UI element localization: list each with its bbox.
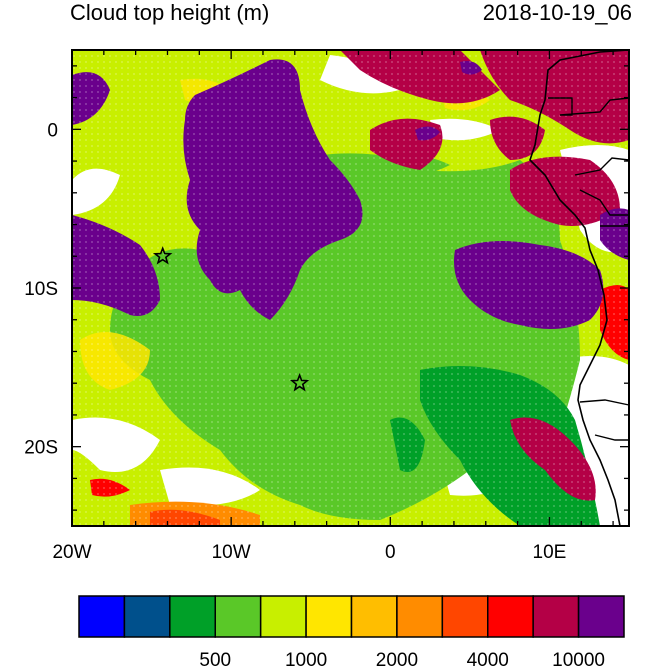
lon-tick-label: 10W	[212, 542, 251, 563]
colorbar-swatch	[305, 595, 353, 638]
coastline	[529, 49, 630, 527]
colorbar-label: 4000	[467, 650, 509, 667]
lon-tick-label: 20W	[52, 542, 91, 563]
colorbar-swatch	[169, 595, 216, 638]
colorbar-swatch	[396, 595, 444, 638]
plot-title: Cloud top height (m)	[70, 0, 270, 25]
lat-tick-label: 0	[47, 120, 58, 141]
colorbar-swatch	[123, 595, 171, 638]
colorbar: 500 1000 2000 4000 10000	[78, 595, 625, 667]
colorbar-label: 500	[199, 650, 231, 667]
cloud-field	[72, 50, 629, 526]
colorbar-swatch	[214, 595, 262, 638]
axis-ticks: 20W 10W 0 10E 0 10S 20S	[24, 50, 629, 563]
lon-tick-label: 0	[385, 542, 396, 563]
lat-tick-label: 10S	[24, 279, 58, 300]
colorbar-swatch	[577, 595, 625, 638]
star-marker	[152, 246, 173, 265]
colorbar-swatch	[259, 595, 307, 638]
national-borders	[548, 97, 630, 441]
colorbar-label: 2000	[376, 650, 418, 667]
lon-tick-label: 10E	[533, 542, 567, 563]
lat-tick-label: 20S	[24, 438, 58, 459]
colorbar-swatch	[487, 595, 534, 638]
plot-timestamp: 2018-10-19_06	[482, 0, 632, 25]
colorbar-swatch	[532, 595, 580, 638]
colorbar-swatch	[350, 595, 398, 638]
colorbar-label: 10000	[552, 650, 605, 667]
station-markers	[152, 246, 310, 392]
colorbar-label: 1000	[285, 650, 327, 667]
colorbar-swatch	[441, 595, 489, 638]
colorbar-swatch	[78, 595, 126, 638]
star-marker	[289, 372, 310, 392]
